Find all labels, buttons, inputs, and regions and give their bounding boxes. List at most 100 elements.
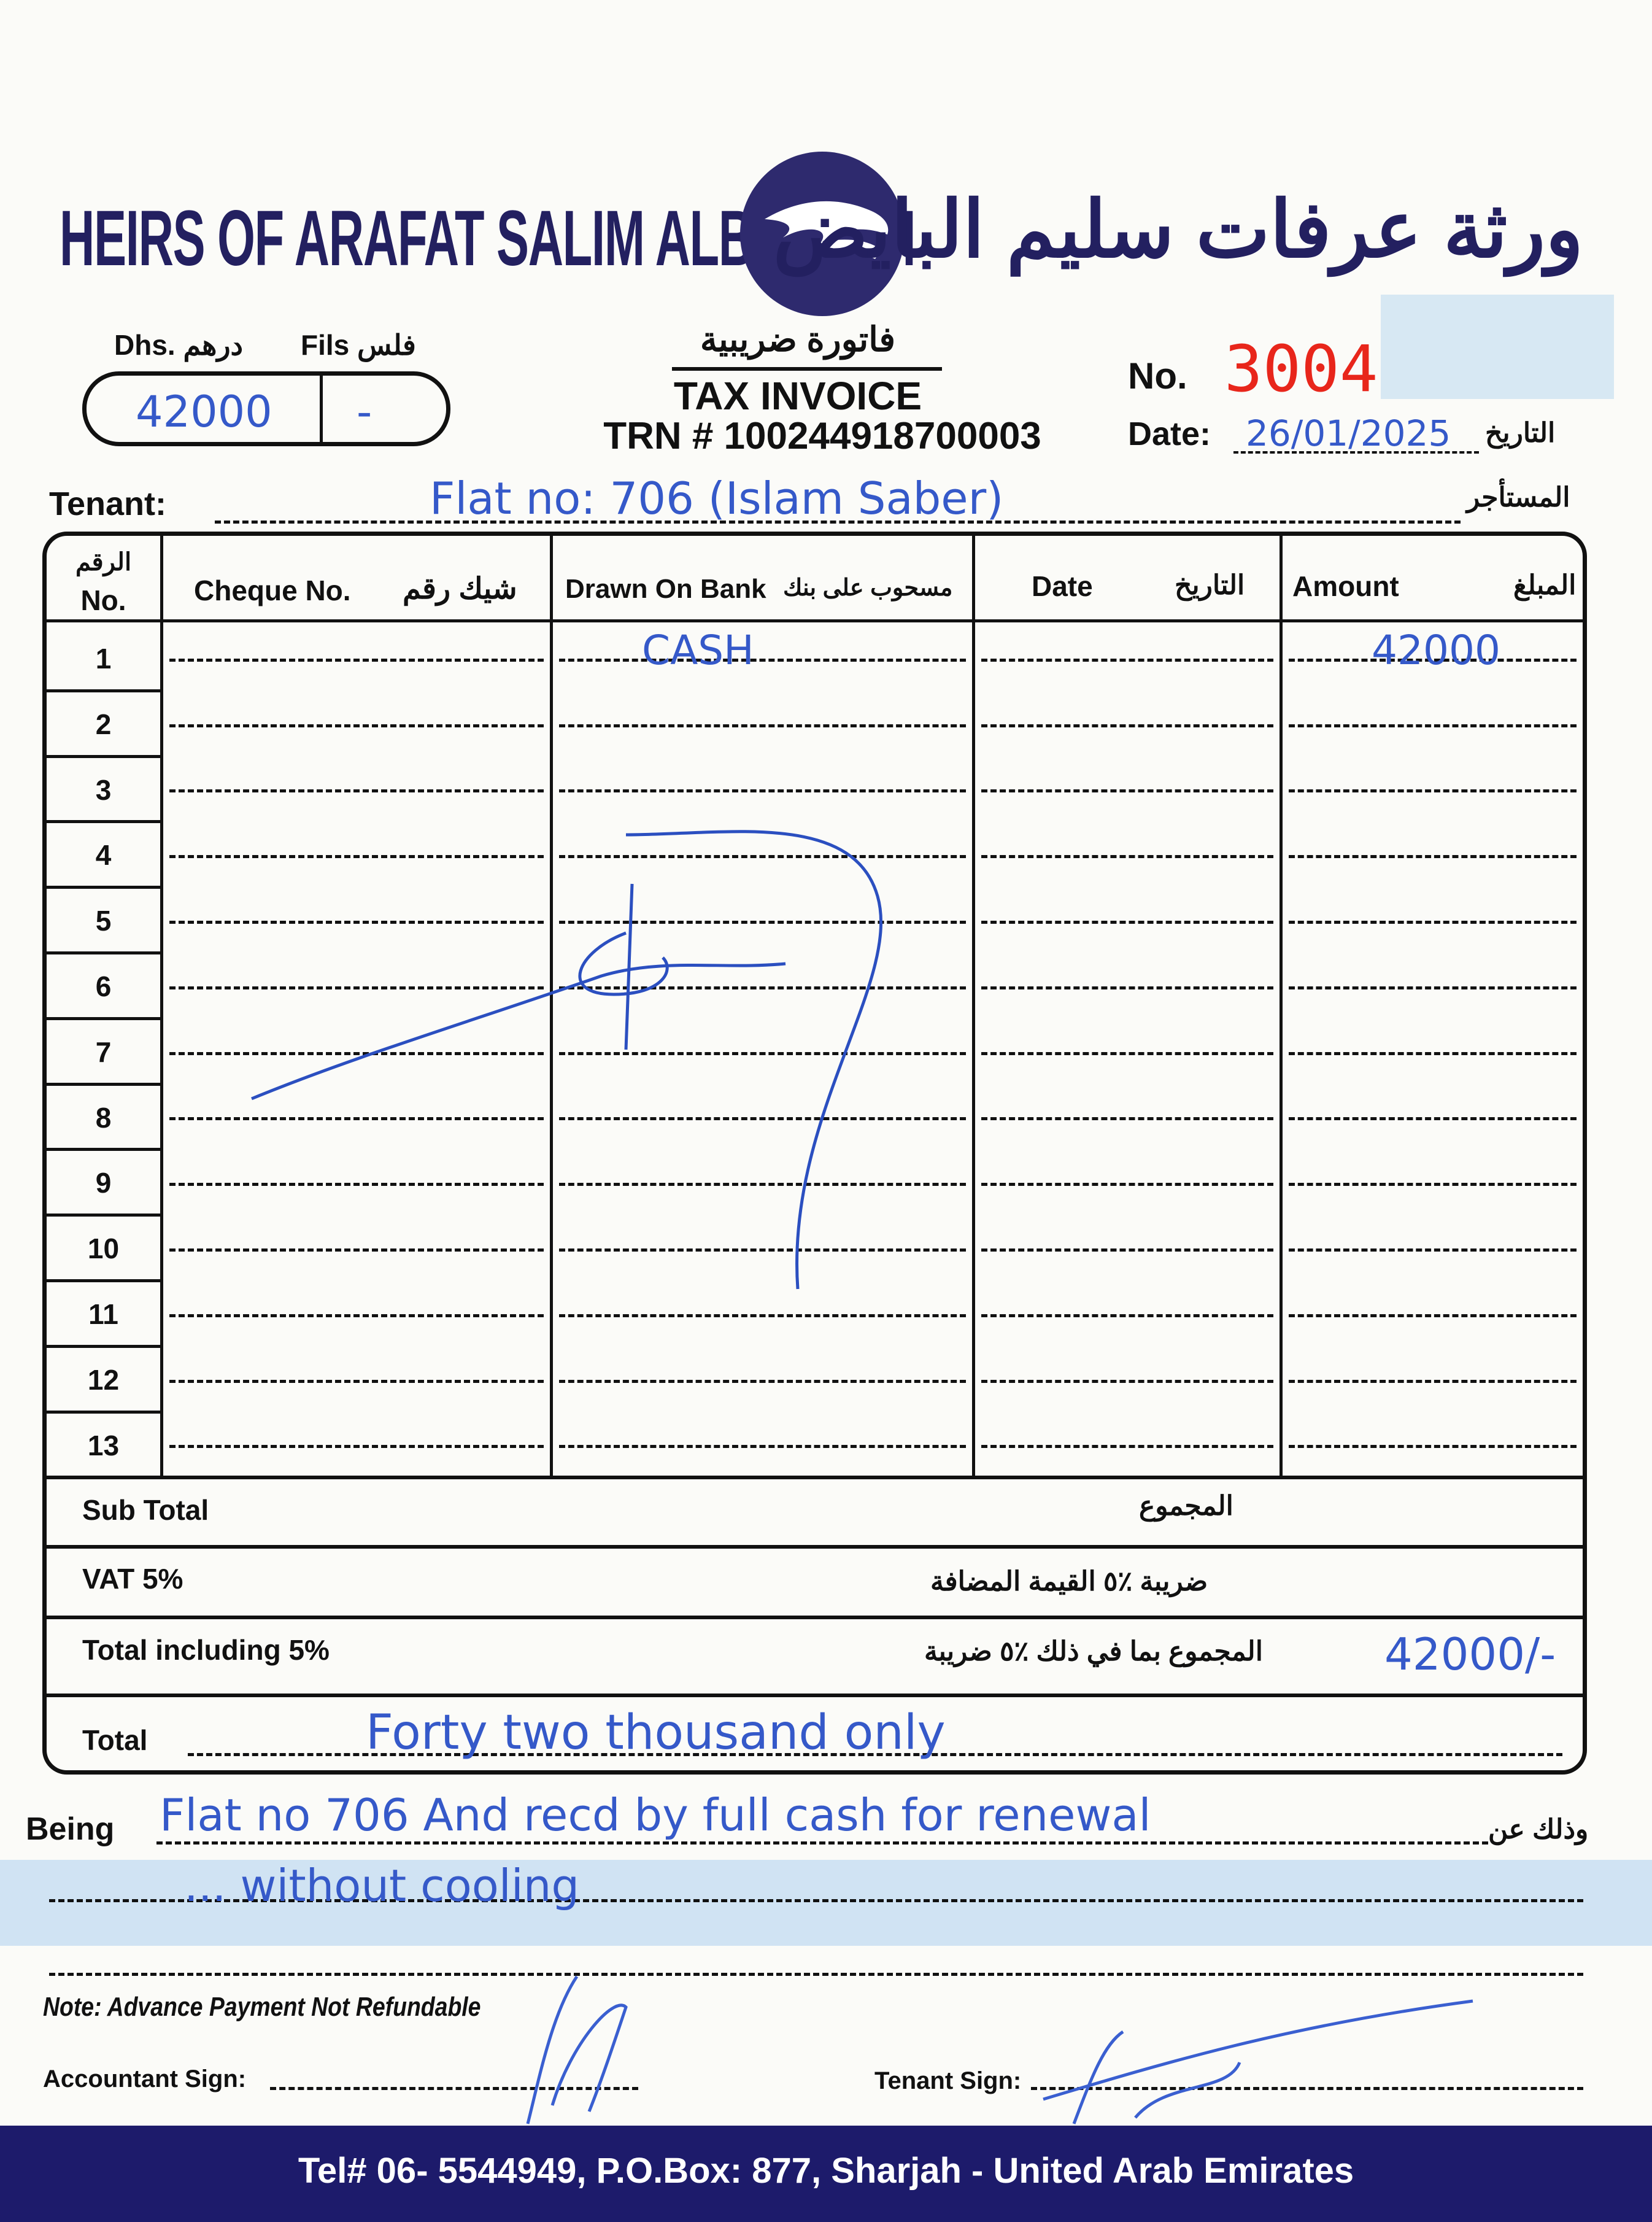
row-dash-line (169, 658, 544, 662)
tenant-dash-line (215, 521, 1461, 524)
row-divider (47, 1148, 160, 1152)
row-dash-line (1289, 1117, 1577, 1121)
header-date: Date (1032, 570, 1093, 602)
row-number: 9 (95, 1167, 112, 1199)
amount-box: 42000 - (82, 371, 450, 446)
row-dash-line (1289, 789, 1577, 793)
header-cheque-no-arabic: شيك رقم (403, 573, 517, 605)
row-dash-line (559, 1379, 966, 1383)
row-dash-line (1289, 658, 1577, 662)
row-number: 13 (87, 1429, 120, 1461)
dhs-label: Dhs. درهم (114, 329, 244, 361)
cell-bank: CASH (642, 627, 754, 674)
row-dash-line (981, 986, 1273, 989)
row-dash-line (559, 1117, 966, 1121)
tenant-label-arabic: المستأجر (1467, 482, 1570, 513)
total-label: Total (82, 1724, 148, 1756)
row-dash-line (981, 658, 1273, 662)
row-dash-line (1289, 1314, 1577, 1317)
row-number: 3 (95, 773, 112, 806)
footer-band: Tel# 06- 5544949, P.O.Box: 877, Sharjah … (0, 2126, 1652, 2222)
row-dash-line (981, 1183, 1273, 1186)
row-dash-line (981, 1117, 1273, 1121)
header-divider (47, 619, 1583, 622)
row-dash-line (169, 724, 544, 727)
header-date-arabic: التاريخ (1175, 570, 1245, 600)
total-in-words: Forty two thousand only (366, 1705, 946, 1760)
cell-amount: 42000 (1372, 627, 1500, 674)
row-divider (47, 951, 160, 954)
row-dash-line (559, 658, 966, 662)
row-number: 12 (87, 1363, 120, 1396)
header-no-arabic: الرقم (75, 549, 132, 576)
row-dash-line (981, 1248, 1273, 1252)
amount-fils-value: - (357, 387, 372, 437)
row-dash-line (1289, 1051, 1577, 1055)
row-dash-line (1289, 1248, 1577, 1252)
header-drawn-on-bank-arabic: مسحوب على بنك (783, 575, 953, 601)
col-divider (550, 536, 553, 1476)
row-dash-line (981, 855, 1273, 859)
row-dash-line (981, 1445, 1273, 1449)
being-dash-line-1 (156, 1841, 1488, 1845)
accountant-sign-line (270, 2087, 638, 2090)
row-divider (47, 689, 160, 692)
row-divider (47, 1279, 160, 1282)
row-number: 10 (87, 1233, 120, 1265)
company-name-arabic: ورثة عرفات سليم البايض (773, 186, 1583, 274)
row-dash-line (169, 789, 544, 793)
invoice-no-label: No. (1128, 355, 1187, 397)
row-dash-line (169, 1248, 544, 1252)
row-dash-line (169, 855, 544, 859)
row-divider (47, 886, 160, 889)
fils-label: Fils فلس (301, 329, 416, 361)
row-dash-line (1289, 986, 1577, 989)
row-dash-line (981, 1051, 1273, 1055)
payment-table: الرقم No. Cheque No. شيك رقم Drawn On Ba… (42, 532, 1587, 1775)
being-label: Being (26, 1811, 115, 1847)
row-number: 11 (88, 1298, 118, 1330)
row-dash-line (981, 1314, 1273, 1317)
tax-invoice-arabic: فاتورة ضريبية (700, 320, 896, 358)
trn-number: TRN # 100244918700003 (603, 415, 1041, 457)
row-dash-line (169, 1445, 544, 1449)
row-dash-line (1289, 1445, 1577, 1449)
amount-box-divider (320, 376, 323, 442)
vat-label: VAT 5% (82, 1563, 183, 1595)
row-dash-line (1289, 921, 1577, 924)
total-incl-value: 42000/- (1384, 1628, 1556, 1680)
total-incl-divider (47, 1616, 1583, 1619)
signature-scribble (251, 830, 882, 1290)
col-divider (1280, 536, 1283, 1476)
row-dash-line (559, 1183, 966, 1186)
row-dash-line (981, 921, 1273, 924)
subtotal-divider (47, 1476, 1583, 1479)
footer-contact: Tel# 06- 5544949, P.O.Box: 877, Sharjah … (298, 2151, 1354, 2191)
invoice-number: 3004 (1224, 331, 1378, 406)
subtotal-label-arabic: المجموع (1139, 1491, 1233, 1521)
header-cheque-no: Cheque No. (194, 575, 351, 606)
row-divider (47, 1410, 160, 1414)
row-dash-line (169, 1051, 544, 1055)
row-number: 6 (95, 970, 112, 1002)
row-divider (47, 1214, 160, 1217)
date-label-arabic: التاريخ (1485, 418, 1556, 448)
header-amount-arabic: المبلغ (1513, 570, 1577, 600)
being-dash-line-3 (49, 1973, 1583, 1976)
row-dash-line (981, 789, 1273, 793)
header-no: No. (80, 584, 126, 616)
row-dash-line (169, 1117, 544, 1121)
row-dash-line (559, 724, 966, 727)
row-dash-line (169, 1379, 544, 1383)
refund-note: Note: Advance Payment Not Refundable (43, 1992, 481, 2022)
col-divider (972, 536, 975, 1476)
row-dash-line (169, 921, 544, 924)
company-logo-bird-icon (740, 152, 905, 316)
total-incl-label-arabic: المجموع بما في ذلك ٪٥ ضريبة (924, 1636, 1263, 1666)
row-number: 2 (95, 708, 112, 740)
date-dash-line (1233, 451, 1479, 454)
header-drawn-on-bank: Drawn On Bank (565, 574, 766, 604)
date-label: Date: (1128, 416, 1211, 452)
row-dash-line (169, 986, 544, 989)
row-number: 5 (95, 905, 112, 937)
